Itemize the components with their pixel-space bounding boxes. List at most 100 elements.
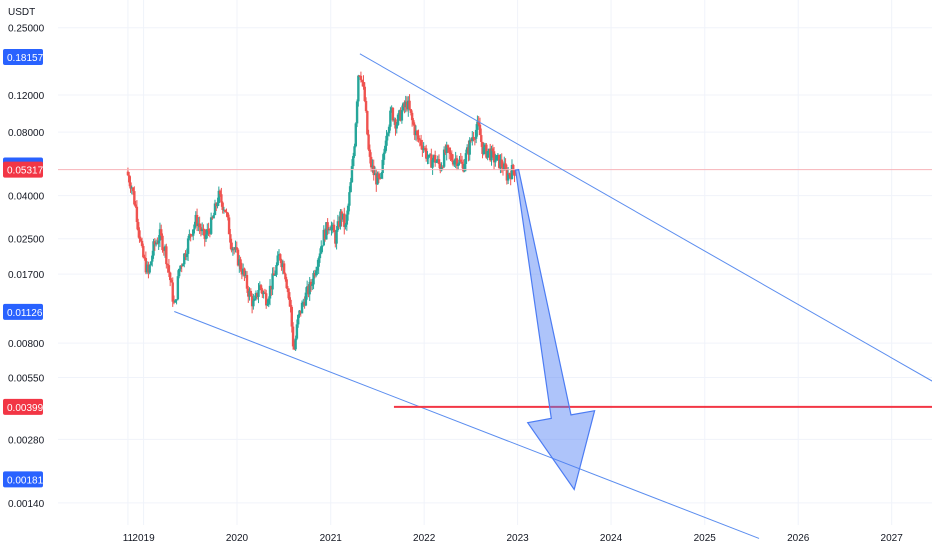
y-tick-label: 0.12000 — [8, 91, 45, 102]
candle-up — [314, 266, 318, 278]
candle-up — [335, 225, 338, 250]
candle-body — [226, 212, 229, 218]
candle-body — [390, 107, 393, 111]
candle-down — [459, 153, 462, 163]
candle-body — [414, 130, 418, 136]
x-tick-label: 2019 — [132, 533, 155, 544]
candle-up — [248, 287, 251, 301]
candle-up — [312, 270, 315, 290]
candle-body — [222, 209, 226, 211]
candle-down — [224, 209, 227, 213]
candle-body — [346, 205, 350, 215]
drawings[interactable] — [58, 53, 932, 539]
candle-body — [422, 147, 425, 150]
candle-down — [419, 134, 423, 150]
candle-body — [204, 234, 208, 240]
x-tick-label: 2024 — [600, 533, 623, 544]
candle-body — [143, 257, 146, 259]
candle-body — [176, 276, 180, 300]
candle-body — [273, 274, 277, 276]
candle-body — [506, 173, 510, 181]
candle-up — [271, 267, 274, 296]
candle-down — [160, 224, 163, 240]
candle-body — [311, 284, 314, 286]
candle-up — [457, 162, 460, 170]
candle-up — [442, 146, 446, 169]
candle-body — [396, 114, 400, 125]
candle-down — [423, 146, 427, 152]
candle-body — [129, 182, 132, 189]
candle-body — [160, 229, 163, 236]
candle-body — [441, 166, 445, 168]
candle-body — [156, 242, 159, 244]
candle-down — [284, 272, 287, 282]
candle-up — [212, 212, 215, 219]
candle-down — [394, 117, 397, 136]
candle-body — [467, 147, 470, 155]
candle-up — [386, 131, 390, 141]
candle-up — [352, 152, 355, 169]
candle-body — [298, 310, 301, 315]
candle-body — [134, 204, 137, 207]
price-badge-label: 0.00399 — [7, 403, 44, 414]
candle-body — [453, 160, 456, 165]
candle-body — [368, 149, 372, 157]
candle-body — [302, 301, 305, 303]
candle-up — [294, 335, 297, 351]
candle-up — [157, 235, 160, 251]
candle-down — [359, 71, 363, 83]
candle-down — [221, 201, 224, 214]
candle-body — [184, 253, 187, 257]
candle-body — [303, 301, 306, 306]
candle-body — [131, 187, 135, 192]
candle-up — [216, 197, 219, 209]
candle-body — [345, 214, 349, 225]
candle-down — [473, 136, 477, 146]
candle-body — [227, 217, 231, 235]
candle-body — [451, 160, 455, 165]
price-badge: 0.00181 — [3, 471, 44, 488]
candle-up — [353, 143, 356, 158]
candle-body — [318, 253, 322, 259]
candle-body — [279, 254, 282, 261]
candle-body — [491, 148, 494, 152]
candle-body — [198, 223, 201, 228]
candle-body — [417, 135, 420, 140]
candle-body — [478, 124, 482, 136]
candle-body — [305, 286, 309, 293]
candle-up — [348, 186, 351, 212]
candle-up — [308, 276, 311, 301]
candle-up — [490, 145, 493, 166]
candle-down — [156, 237, 159, 245]
candle-body — [458, 159, 461, 164]
candle-body — [267, 298, 270, 304]
candle-body — [462, 163, 465, 172]
candle-body — [277, 254, 281, 256]
candle-up — [174, 299, 177, 303]
unit-label: USDT — [8, 7, 35, 18]
candle-down — [403, 100, 406, 114]
candle-body — [486, 151, 489, 158]
candle-body — [407, 100, 410, 110]
candle-body — [151, 255, 154, 262]
candle-down — [418, 138, 422, 147]
price-badge-bg — [3, 161, 43, 178]
candle-body — [413, 124, 416, 136]
candle-down — [441, 165, 445, 169]
candle-up — [316, 259, 319, 276]
candle-body — [133, 191, 136, 205]
candle-body — [193, 224, 196, 230]
candle-body — [408, 100, 411, 110]
candle-down — [140, 237, 144, 248]
candle-down — [367, 129, 370, 152]
candle-up — [185, 248, 189, 261]
candle-up — [217, 186, 221, 206]
candle-body — [334, 232, 337, 244]
candle-body — [399, 110, 402, 121]
candle-down — [433, 150, 437, 167]
candle-body — [266, 303, 269, 306]
candle-down — [161, 233, 164, 253]
candle-down — [425, 144, 428, 162]
candle-up — [305, 280, 309, 300]
